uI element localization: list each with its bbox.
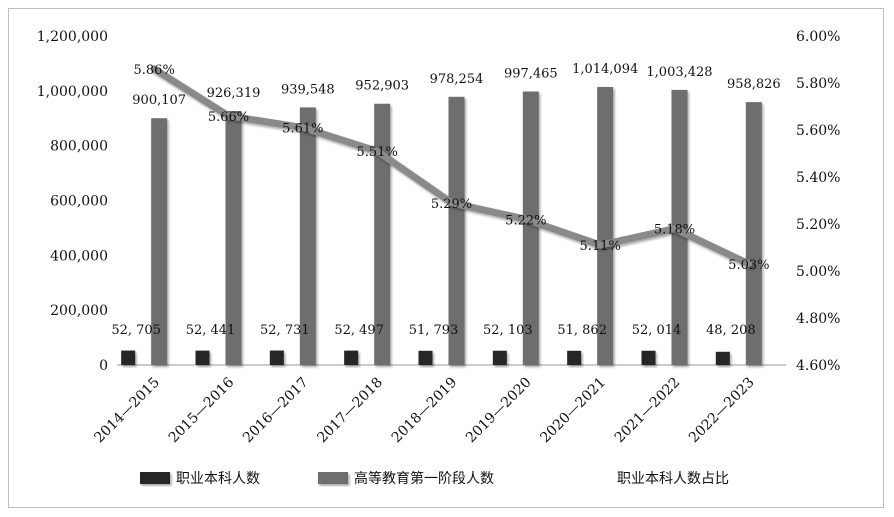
y-left-tick-label: 800,000: [50, 139, 108, 155]
bar-higher-ed-first-stage: [374, 103, 391, 365]
x-tick-label: 2021—2022: [612, 375, 684, 447]
data-label-ratio: 5.66%: [208, 110, 249, 125]
y-left-tick-label: 1,200,000: [37, 29, 108, 45]
data-label-vocational: 51, 862: [557, 323, 607, 338]
y-right-tick-label: 5.60%: [796, 123, 840, 139]
y-right-tick-label: 6.00%: [796, 29, 840, 45]
y-left-tick-label: 200,000: [50, 303, 108, 319]
bar-higher-ed-first-stage: [299, 107, 316, 365]
legend-swatch: [140, 472, 170, 484]
data-label-higher-ed: 952,903: [355, 79, 409, 94]
x-tick-label: 2022—2023: [686, 375, 758, 447]
bar-vocational-undergrad: [715, 351, 730, 365]
bar-vocational-undergrad: [492, 350, 507, 365]
bar-vocational-undergrad: [344, 350, 359, 365]
x-tick-label: 2019—2020: [463, 375, 535, 447]
line-layer: [150, 65, 753, 268]
y-left-tick-label: 400,000: [50, 248, 108, 264]
y-right-tick-label: 5.00%: [796, 264, 840, 280]
data-label-ratio: 5.61%: [282, 122, 323, 137]
bar-higher-ed-first-stage: [522, 91, 539, 365]
data-label-ratio: 5.86%: [134, 63, 175, 78]
data-label-vocational: 52, 103: [483, 323, 533, 338]
data-label-ratio: 5.29%: [431, 197, 472, 212]
data-label-higher-ed: 1,003,428: [646, 65, 712, 80]
y-right-tick-label: 5.20%: [796, 217, 840, 233]
data-label-higher-ed: 978,254: [430, 72, 484, 87]
x-tick-label: 2016—2017: [240, 375, 312, 447]
data-label-vocational: 52, 705: [111, 323, 161, 338]
legend-label: 职业本科人数: [176, 471, 260, 487]
data-label-ratio: 5.22%: [505, 213, 546, 228]
legend-label: 职业本科人数占比: [617, 471, 729, 487]
bar-higher-ed-first-stage: [745, 102, 762, 365]
data-label-ratio: 5.03%: [728, 258, 769, 273]
x-tick-label: 2014—2015: [91, 375, 163, 447]
data-label-higher-ed: 1,014,094: [572, 62, 638, 77]
x-tick-label: 2017—2018: [314, 375, 386, 447]
data-label-vocational: 48, 208: [706, 323, 756, 338]
data-label-higher-ed: 939,548: [281, 82, 335, 97]
y-right-tick-label: 5.40%: [796, 170, 840, 186]
bar-higher-ed-first-stage: [225, 111, 242, 365]
bar-higher-ed-first-stage: [151, 118, 168, 365]
bar-vocational-undergrad: [121, 350, 136, 365]
labels-layer: 52, 705 900,107 52, 441 926,319 52, 731 939,5…: [111, 62, 780, 338]
data-label-higher-ed: 900,107: [132, 93, 186, 108]
legend: 职业本科人数 高等教育第一阶段人数 职业本科人数占比: [140, 470, 729, 487]
x-tick-label: 2018—2019: [389, 375, 461, 447]
data-label-vocational: 51, 793: [409, 323, 459, 338]
data-label-vocational: 52, 497: [334, 323, 384, 338]
y-right-tick-label: 4.80%: [796, 311, 840, 327]
data-label-vocational: 52, 731: [260, 323, 310, 338]
bar-vocational-undergrad: [567, 350, 582, 365]
data-label-vocational: 52, 441: [186, 323, 236, 338]
y-left-tick-label: 1,000,000: [37, 84, 108, 100]
legend-swatch: [318, 472, 348, 484]
y-right-tick-label: 5.80%: [796, 76, 840, 92]
data-label-higher-ed: 926,319: [207, 86, 261, 101]
bar-vocational-undergrad: [269, 350, 284, 365]
data-label-higher-ed: 958,826: [727, 77, 781, 92]
y-left-tick-label: 0: [99, 358, 108, 374]
y-right-tick-label: 4.60%: [796, 358, 840, 374]
bar-vocational-undergrad: [641, 350, 656, 365]
line-ratio: [150, 65, 753, 268]
chart-frame: [8, 8, 884, 508]
data-label-ratio: 5.51%: [357, 145, 398, 160]
bar-vocational-undergrad: [195, 350, 210, 365]
bar-vocational-undergrad: [418, 350, 433, 365]
x-tick-label: 2015—2016: [166, 374, 238, 446]
y-left-tick-label: 600,000: [50, 194, 108, 210]
bar-higher-ed-first-stage: [597, 86, 614, 365]
data-label-vocational: 52, 014: [632, 323, 682, 338]
bar-higher-ed-first-stage: [448, 96, 465, 366]
data-label-ratio: 5.11%: [580, 239, 621, 254]
bars-layer: [121, 86, 762, 366]
data-label-higher-ed: 997,465: [504, 67, 558, 82]
x-tick-label: 2020—2021: [537, 375, 609, 447]
data-label-ratio: 5.18%: [654, 223, 695, 238]
legend-label: 高等教育第一阶段人数: [354, 470, 494, 487]
